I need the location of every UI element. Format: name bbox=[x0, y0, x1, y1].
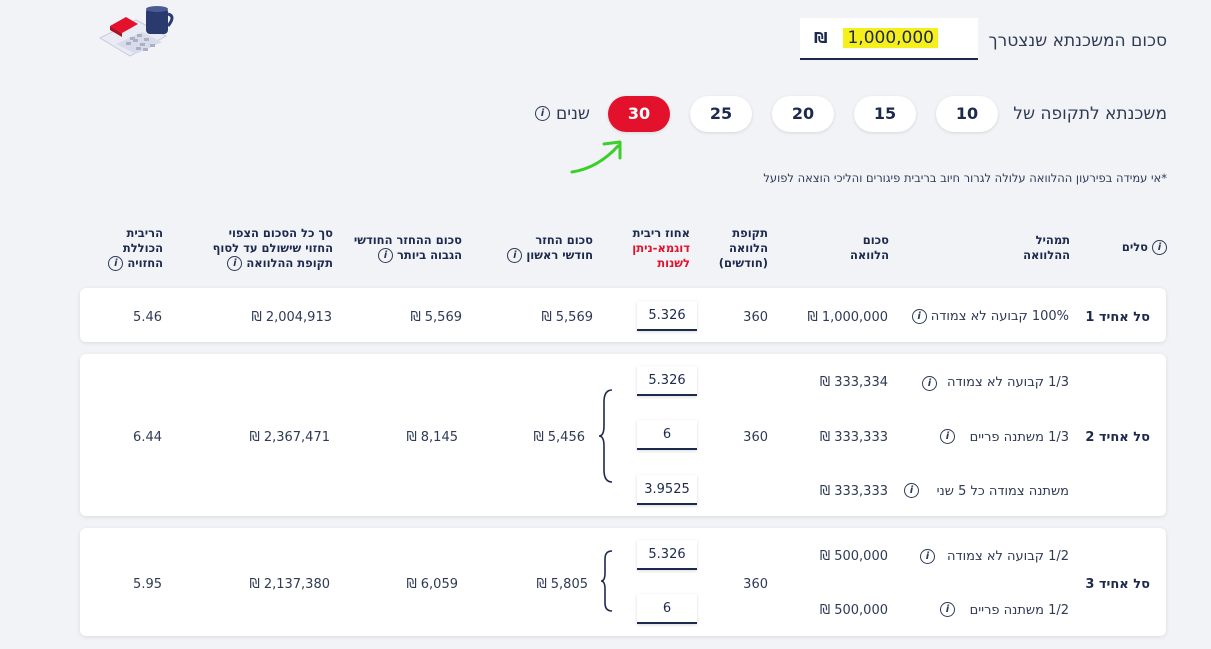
loan-months: 360 bbox=[743, 577, 768, 592]
basket-name: סל אחיד 3 bbox=[1085, 577, 1150, 592]
loan-months: 360 bbox=[743, 310, 768, 325]
info-icon[interactable]: i bbox=[108, 256, 124, 271]
basket-name: סל אחיד 1 bbox=[1085, 310, 1150, 325]
rate-input[interactable]: 5.326 bbox=[637, 366, 697, 396]
first-payment: 5,456 ₪ bbox=[533, 430, 585, 445]
amount-label: סכום המשכנתא שנצטרך bbox=[988, 31, 1167, 51]
first-payment: 5,805 ₪ bbox=[536, 577, 588, 592]
track-label: משתנה צמודה כל 5 שני bbox=[936, 484, 1069, 499]
info-icon[interactable]: i bbox=[911, 309, 927, 324]
term-20-button[interactable]: 20 bbox=[772, 96, 834, 132]
term-25-button[interactable]: 25 bbox=[690, 96, 752, 132]
rate-input[interactable]: 6 bbox=[637, 420, 697, 450]
info-icon[interactable]: i bbox=[535, 106, 550, 121]
header-effective-rate: הריבית הכוללת החזויה i bbox=[108, 226, 163, 271]
total-payment: 2,137,380 ₪ bbox=[249, 577, 331, 592]
years-label: שנים bbox=[556, 104, 590, 124]
basket-card-3 bbox=[80, 528, 1166, 636]
loan-amount: 500,000 ₪ bbox=[819, 549, 888, 564]
total-payment: 2,367,471 ₪ bbox=[249, 430, 331, 445]
info-icon[interactable]: i bbox=[922, 376, 937, 391]
info-icon[interactable]: i bbox=[904, 483, 919, 498]
header-rate: אחוז ריבית דוגמא-ניתן לשנות bbox=[632, 226, 690, 270]
term-15-button[interactable]: 15 bbox=[854, 96, 916, 132]
shekel-icon: ₪ bbox=[814, 29, 828, 47]
max-payment: 5,569 ₪ bbox=[410, 310, 462, 325]
term-30-button[interactable]: 30 bbox=[608, 96, 670, 132]
info-icon[interactable]: i bbox=[940, 602, 955, 617]
first-payment: 5,569 ₪ bbox=[541, 310, 593, 325]
effective-rate: 5.46 bbox=[133, 310, 162, 325]
header-period: תקופת הלוואה (חודשים) bbox=[718, 226, 768, 270]
header-loan-amount: סכום הלוואה bbox=[849, 233, 889, 262]
rate-input[interactable]: 5.326 bbox=[637, 301, 697, 331]
loan-amount: 500,000 ₪ bbox=[819, 603, 888, 618]
basket-name: סל אחיד 2 bbox=[1085, 430, 1150, 445]
period-label: משכנתא לתקופה של bbox=[1013, 104, 1167, 124]
info-icon[interactable]: i bbox=[507, 248, 523, 263]
track-label: 1/3 קבועה לא צמודה bbox=[947, 375, 1069, 390]
max-payment: 6,059 ₪ bbox=[406, 577, 458, 592]
track-label: 1/2 משתנה פריים bbox=[969, 603, 1069, 618]
total-payment: 2,004,913 ₪ bbox=[251, 310, 333, 325]
info-icon[interactable]: i bbox=[920, 549, 935, 564]
effective-rate: 6.44 bbox=[133, 430, 162, 445]
header-max-payment: סכום ההחזר החודשי הגבוה ביותר i bbox=[353, 233, 462, 263]
bracket-icon bbox=[598, 389, 613, 483]
disclaimer-text: *אי עמידה בפירעון ההלוואה עלולה לגרור חי… bbox=[763, 171, 1167, 185]
calculator-coffee-illustration bbox=[96, 4, 186, 70]
info-icon[interactable]: i bbox=[1152, 240, 1167, 255]
header-mix: תמהיל ההלוואה bbox=[1023, 233, 1070, 262]
basket-card-2 bbox=[80, 354, 1166, 516]
track-label: 1/2 קבועה לא צמודה bbox=[947, 549, 1069, 564]
header-basket: i סלים bbox=[1122, 240, 1167, 255]
rate-input[interactable]: 6 bbox=[637, 594, 697, 624]
loan-amount: 333,333 ₪ bbox=[819, 430, 888, 445]
rate-input[interactable]: 3.9525 bbox=[637, 475, 697, 505]
effective-rate: 5.95 bbox=[133, 577, 162, 592]
header-total: סך כל הסכום הצפוי החזוי שישולם עד לסוף ת… bbox=[212, 226, 333, 271]
bracket-icon bbox=[600, 550, 613, 612]
info-icon[interactable]: i bbox=[227, 256, 243, 271]
loan-months: 360 bbox=[743, 430, 768, 445]
loan-amount: 1,000,000 ₪ bbox=[807, 310, 889, 325]
term-10-button[interactable]: 10 bbox=[936, 96, 998, 132]
info-icon[interactable]: i bbox=[377, 248, 393, 263]
track-label: 1/3 משתנה פריים bbox=[969, 430, 1069, 445]
loan-amount: 333,333 ₪ bbox=[819, 484, 888, 499]
max-payment: 8,145 ₪ bbox=[406, 430, 458, 445]
annotation-arrow-icon bbox=[570, 140, 622, 174]
header-first-payment: סכום החזר חודשי ראשון i bbox=[507, 233, 593, 263]
basket-card-1 bbox=[80, 288, 1166, 342]
rate-input[interactable]: 5.326 bbox=[637, 540, 697, 570]
amount-value: 1,000,000 bbox=[843, 28, 938, 48]
amount-input[interactable]: 1,000,000 ₪ bbox=[800, 18, 978, 60]
track-label: 100% קבועה לא צמודה i bbox=[911, 309, 1069, 324]
info-icon[interactable]: i bbox=[940, 429, 955, 444]
loan-amount: 333,334 ₪ bbox=[819, 375, 888, 390]
